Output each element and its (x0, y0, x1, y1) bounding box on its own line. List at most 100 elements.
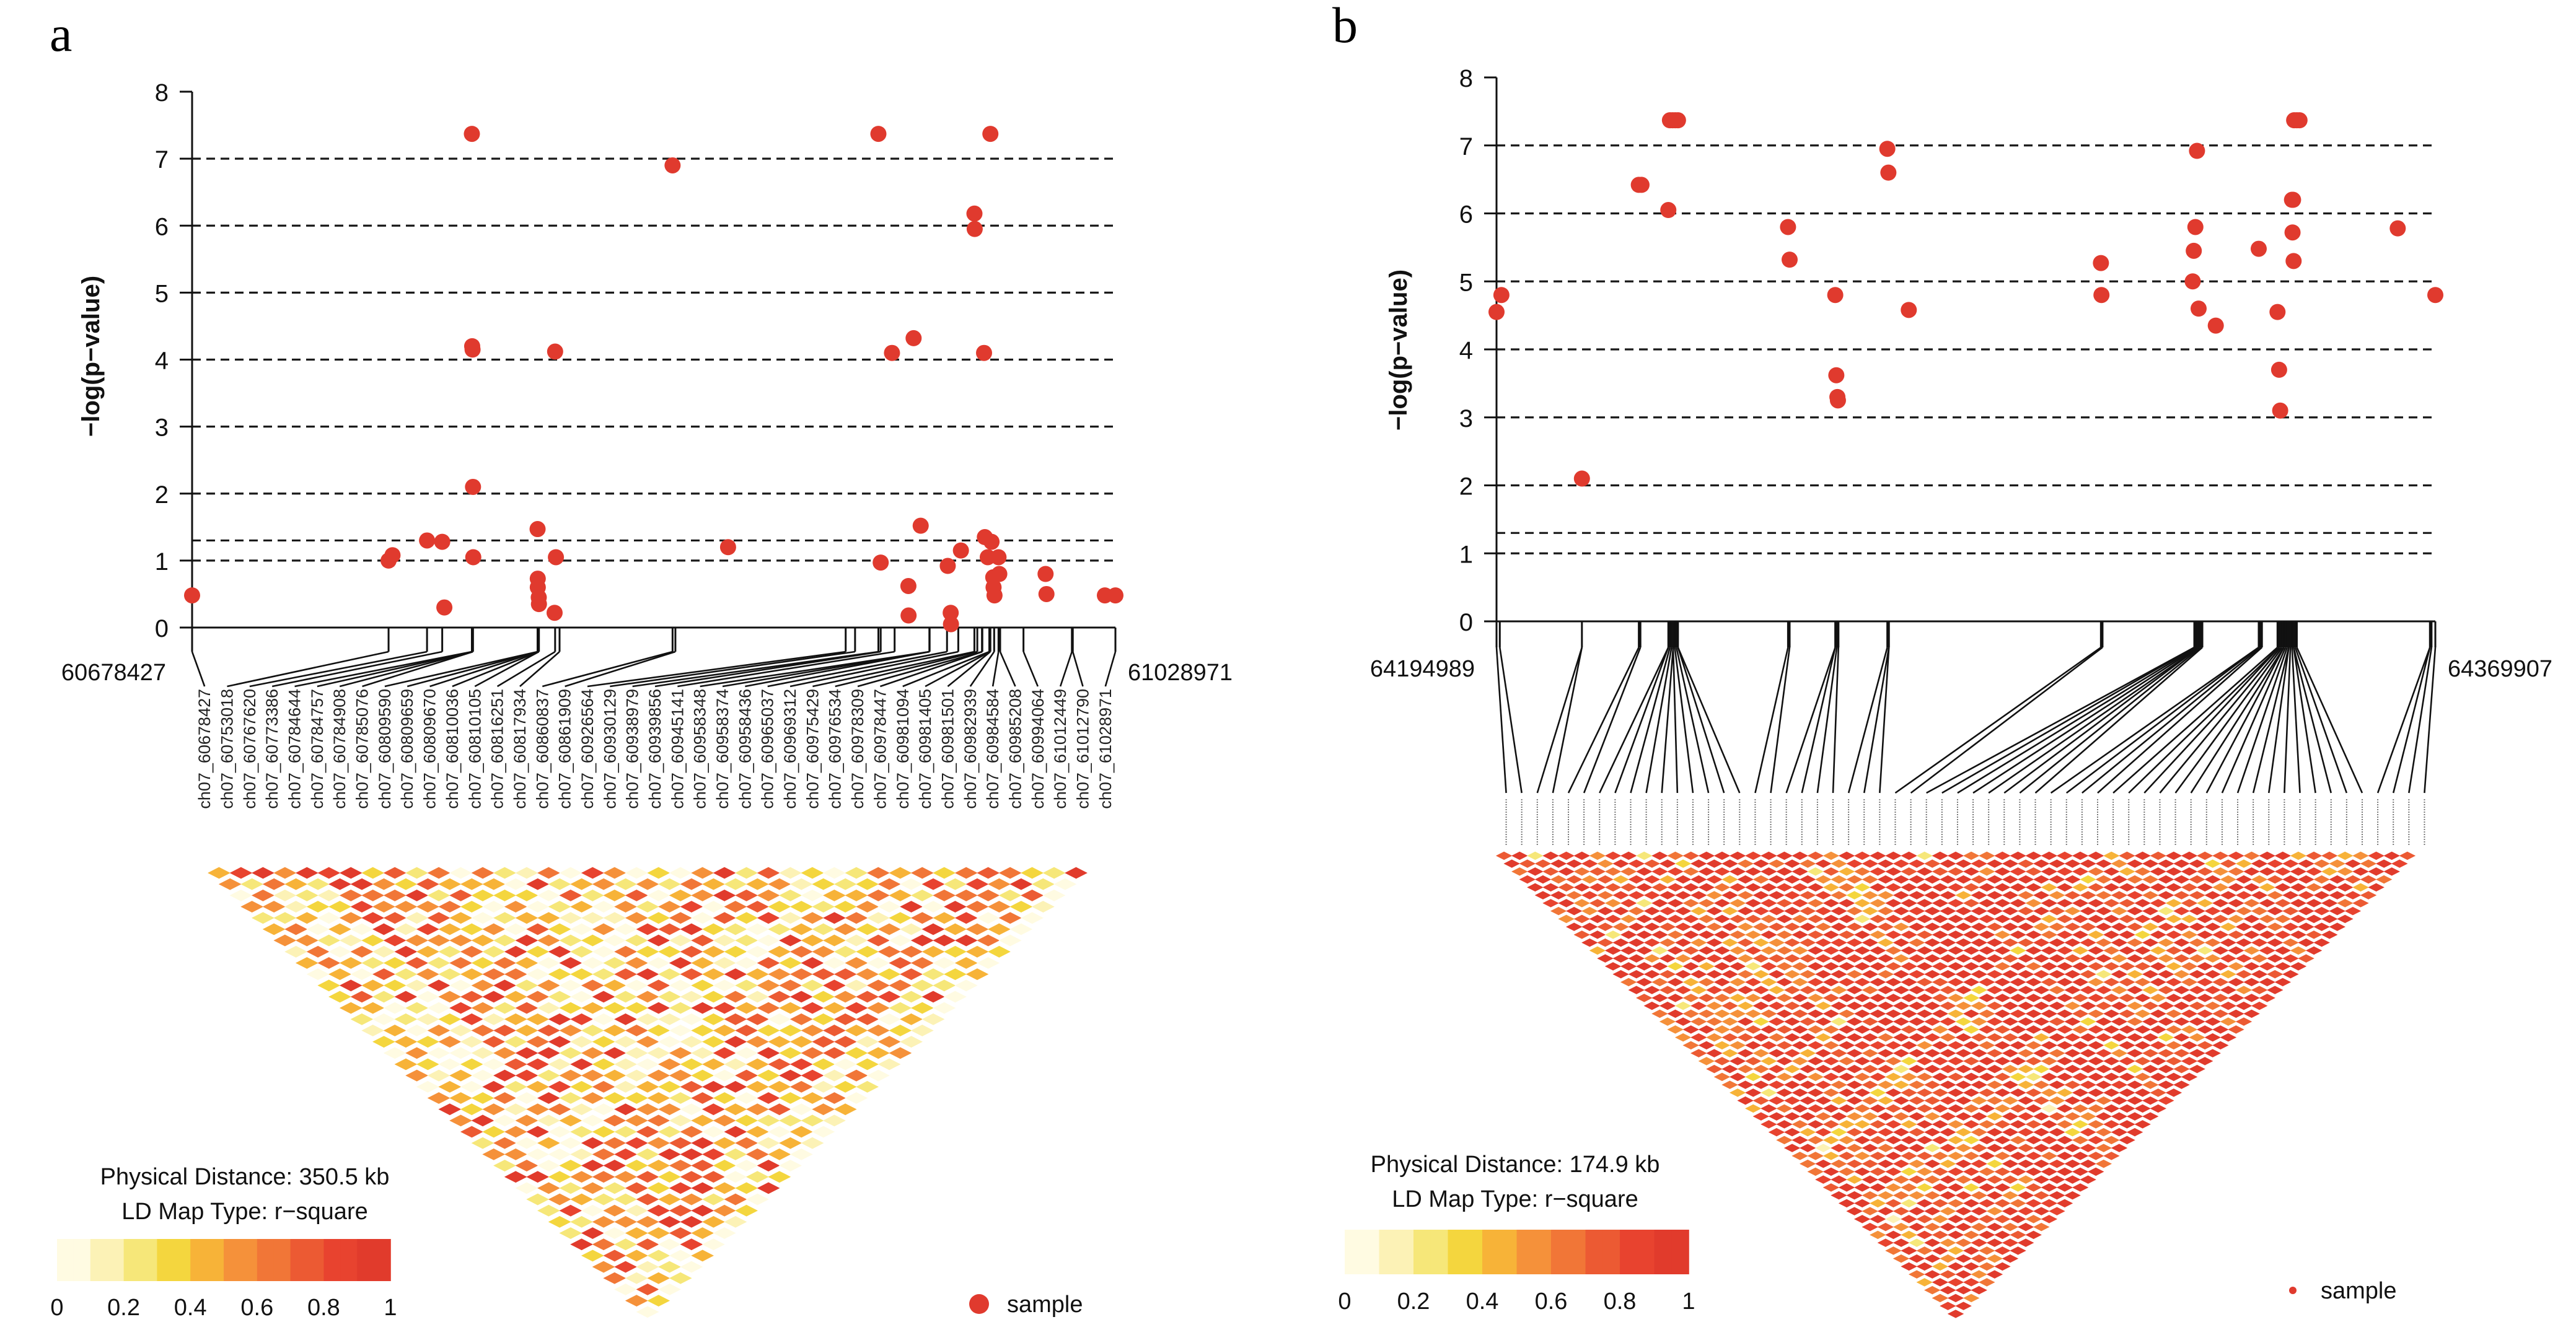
ld-cell-5-45 (1877, 1159, 1894, 1168)
ld-cell-38-40 (1053, 878, 1077, 890)
ld-cell-10-21 (537, 979, 560, 992)
ld-cell-33-50 (2134, 978, 2151, 987)
ld-cell-4-16 (1643, 938, 1661, 947)
ld-cell-3-9 (1581, 891, 1598, 899)
ld-cell-7-17 (460, 968, 483, 981)
snp-connector-35 (991, 651, 1000, 687)
ld-cell-11-19 (526, 945, 550, 958)
ld-cell-1-56 (1932, 1278, 1949, 1287)
ld-cell-3-56 (1947, 1262, 1964, 1271)
ld-cell-0-14 (1597, 954, 1614, 963)
ld-cell-9-13 (438, 901, 462, 913)
ld-cell-8-21 (515, 1002, 538, 1014)
ld-cell-10-53 (1979, 1183, 1995, 1192)
ld-cell-19-23 (658, 901, 681, 913)
ld-cell-53-57 (2344, 875, 2362, 884)
ld-cell-26-40 (2002, 954, 2019, 963)
ld-cell-5-42 (1853, 1136, 1871, 1145)
ld-cell-35-39 (1009, 901, 1033, 913)
ld-cell-40-52 (2204, 938, 2221, 947)
ld-cell-36-55 (2196, 994, 2213, 1002)
colorbar-tick-3: 0.6 (240, 1295, 273, 1321)
ld-cell-40-58 (2251, 986, 2268, 994)
ld-cell-25-27 (1892, 859, 1910, 868)
ld-cell-15-59 (2064, 1191, 2081, 1200)
ld-cell-10-13 (1667, 867, 1684, 876)
ld-cell-6-23 (1713, 978, 1731, 987)
ld-cell-10-11 (427, 867, 451, 879)
ld-cell-5-23 (504, 1058, 527, 1070)
ld-cell-26-53 (2103, 1057, 2120, 1066)
ld-cell-5-35 (1800, 1080, 1816, 1089)
y-tick-label-7: 7 (155, 146, 169, 173)
snp-connector-6 (1599, 647, 1669, 794)
ld-cell-33-40 (998, 934, 1022, 947)
panel-label-b: b (1332, 0, 1358, 53)
ld-cell-12-38 (745, 1148, 769, 1160)
ld-cell-8-30 (1783, 1017, 1801, 1026)
ld-cell-6-22 (1706, 970, 1723, 979)
ld-cell-5-31 (1768, 1049, 1785, 1057)
ld-cell-5-36 (1807, 1088, 1824, 1097)
ld-cell-17-35 (768, 1058, 791, 1070)
ld-cell-17-43 (1955, 1049, 1972, 1057)
ld-cell-15-20 (581, 912, 604, 924)
data-point-44 (1037, 566, 1054, 582)
snp-connector-31 (902, 650, 990, 688)
ld-cell-2-25 (1698, 1025, 1715, 1034)
ld-cell-11-13 (1674, 859, 1692, 868)
ld-cell-0-25 (471, 1137, 495, 1149)
snp-connector-46 (2221, 647, 2287, 794)
ld-cell-20-32 (1892, 938, 1910, 947)
snp-connector-8 (1630, 647, 1671, 794)
ld-cell-38-59 (2243, 1009, 2260, 1018)
ld-cell-28-29 (823, 867, 846, 879)
ld-cell-0-39 (1791, 1152, 1808, 1160)
ld-cell-0-29 (1713, 1072, 1731, 1082)
data-point-10 (1780, 219, 1796, 235)
ld-cell-53-58 (2352, 883, 2369, 892)
ld-cell-14-34 (724, 1080, 747, 1093)
ld-cell-41-55 (2235, 954, 2253, 963)
ld-cell-17-36 (779, 1069, 802, 1082)
ld-cell-1-29 (526, 1171, 550, 1183)
ld-cell-18-32 (1877, 954, 1894, 963)
ld-cell-21-38 (1947, 978, 1964, 987)
ld-cell-23-32 (801, 957, 824, 969)
ld-cell-12-32 (1831, 1001, 1847, 1010)
ld-cell-34-40 (1009, 923, 1033, 935)
ld-cell-1-25 (482, 1126, 506, 1138)
ld-cell-12-22 (1752, 922, 1770, 931)
ld-cell-25-34 (1947, 914, 1964, 924)
ld-cell-26-31 (823, 912, 846, 924)
ld-cell-0-36 (592, 1261, 615, 1273)
ld-cell-30-52 (2126, 1017, 2143, 1026)
ld-cell-0-13 (1589, 946, 1606, 955)
ld-cell-7-16 (449, 957, 472, 969)
ld-cell-7-29 (592, 1103, 615, 1116)
ld-cell-25-40 (1994, 962, 2011, 971)
ld-cell-20-30 (745, 968, 769, 981)
ld-cell-3-16 (1636, 946, 1653, 955)
ld-cell-39-50 (2181, 930, 2198, 939)
snp-label-6: ch07_60784908 (330, 689, 349, 809)
ld-cell-13-20 (559, 934, 582, 947)
ld-cell-3-8 (1573, 883, 1591, 892)
ld-cell-0-21 (427, 1092, 451, 1104)
ld-cell-22-28 (1877, 891, 1894, 899)
ld-cell-57-59 (2391, 859, 2408, 868)
ld-cell-25-54 (2103, 1072, 2120, 1082)
ld-cell-4-9 (1589, 883, 1606, 892)
ld-cell-19-30 (1870, 930, 1886, 939)
ld-cell-27-40 (2010, 946, 2026, 955)
ld-cell-45-56 (2274, 930, 2292, 939)
ld-cell-18-38 (1924, 1001, 1941, 1010)
ld-cell-11-20 (537, 957, 560, 969)
ld-cell-28-33 (1963, 883, 1980, 892)
ld-cell-8-32 (636, 1126, 659, 1138)
ld-cell-29-35 (1986, 891, 2003, 899)
ld-cell-18-29 (713, 979, 736, 992)
ld-cell-48-56 (2298, 906, 2314, 916)
ld-cell-6-9 (1604, 867, 1622, 876)
ld-cell-11-43 (1908, 1096, 1925, 1105)
